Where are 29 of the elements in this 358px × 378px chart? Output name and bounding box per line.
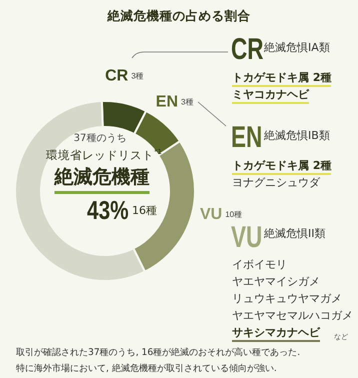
text: ヤエヤマセマルハコガメ <box>232 309 353 323</box>
text: トカゲモドキ属 2種 <box>232 159 332 175</box>
text: CR <box>231 33 264 68</box>
data-label: 10種 <box>225 210 242 220</box>
text: 絶滅危機種 <box>54 166 150 194</box>
slice-label: CR <box>105 68 129 85</box>
text: 取引が確認された37種のうち, 16種が絶滅のおそれが高い種であった. <box>16 347 300 359</box>
chart-title: 絶滅危機種の占める割合 <box>106 8 252 25</box>
text: 16種 <box>132 204 157 218</box>
text: VU <box>231 221 262 256</box>
text: 37種のうち <box>74 133 126 144</box>
data-label: 3種 <box>181 98 194 107</box>
text: リュウキュウヤマガメ <box>232 292 342 306</box>
text: 絶滅危惧II類 <box>264 227 326 241</box>
text: ヤエヤマイシガメ <box>232 275 320 289</box>
text: トカゲモドキ属 2種 <box>232 71 332 87</box>
text: ヨナグニシュウダ <box>232 176 320 190</box>
text: EN <box>231 121 262 156</box>
text: 特に海外市場において, 絶滅危機種が取引されている傾向が強い. <box>16 363 277 375</box>
text: サキシマカナヘビ <box>232 326 320 342</box>
slice-label: VU <box>200 206 222 224</box>
text: イボイモリ <box>232 258 287 272</box>
text: 絶滅危惧IB類 <box>264 129 330 143</box>
data-label: 3種 <box>131 72 144 81</box>
text: 環境省レッドリスト$^{*1}$ <box>46 148 162 162</box>
slice-label: EN <box>156 94 178 111</box>
text: 43% <box>87 195 129 226</box>
text: 絶滅危惧IA類 <box>264 41 330 54</box>
text: ミヤコカナヘビ <box>232 88 309 104</box>
